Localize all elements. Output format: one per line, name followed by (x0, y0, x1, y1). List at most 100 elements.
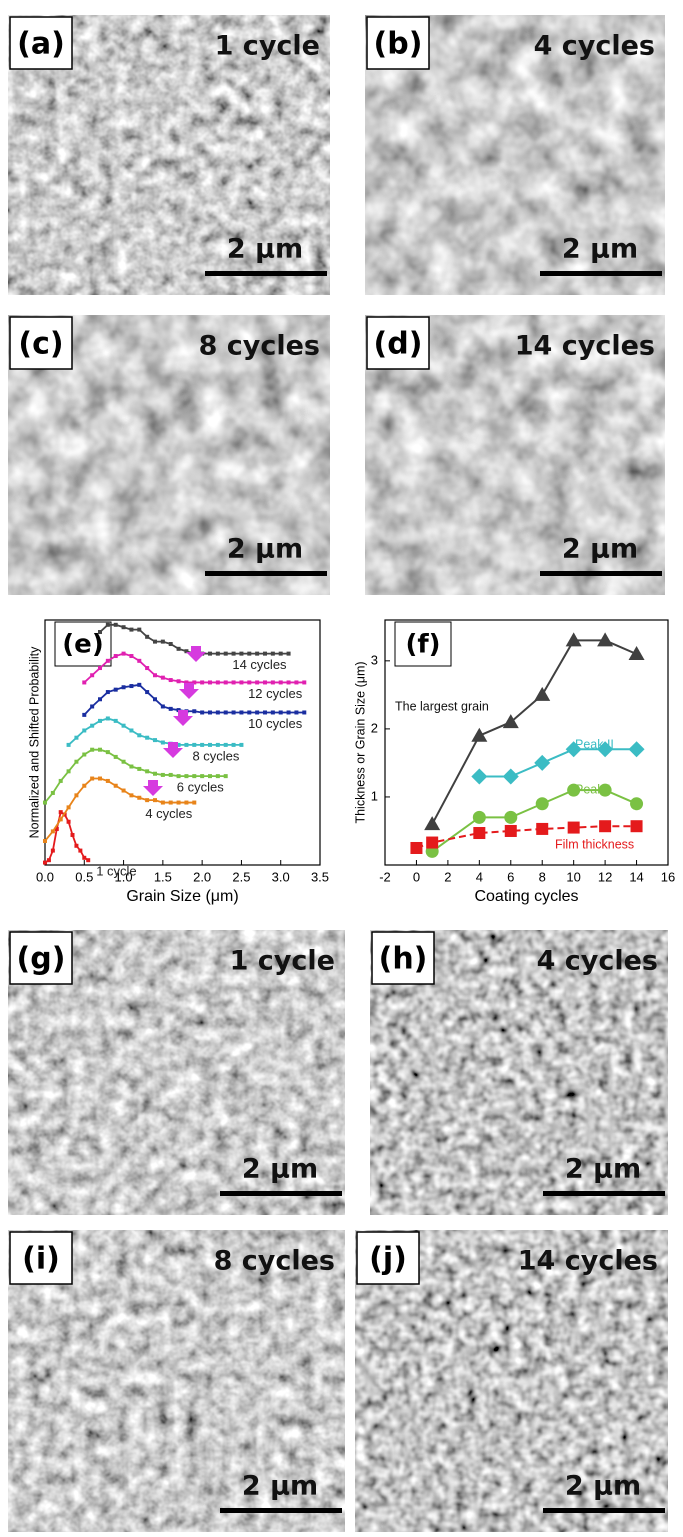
panel-label: (j) (369, 1242, 407, 1277)
panel-caption: 4 cycles (537, 946, 658, 977)
series-line (416, 825, 637, 849)
marker (208, 651, 212, 656)
marker (472, 810, 486, 824)
marker (599, 820, 612, 833)
marker (160, 740, 165, 745)
label-box (9, 931, 73, 985)
panel-label: (d) (374, 327, 423, 362)
marker (426, 836, 439, 849)
marker (129, 654, 134, 659)
marker (534, 686, 551, 701)
marker (113, 754, 118, 759)
series-label: 10 cycles (248, 716, 303, 731)
marker (535, 797, 549, 811)
marker (86, 858, 91, 863)
marker (168, 678, 173, 683)
scale-bar (543, 1191, 665, 1196)
marker (121, 788, 126, 793)
marker (98, 718, 102, 723)
panel-caption: 8 cycles (199, 331, 320, 362)
marker (121, 625, 126, 630)
marker (137, 795, 142, 800)
marker (200, 774, 205, 779)
marker (597, 741, 614, 758)
marker (160, 639, 165, 644)
x-tick-label: 2 (444, 869, 451, 884)
x-tick-label: 3.5 (311, 869, 329, 884)
marker (105, 716, 110, 721)
marker (302, 680, 307, 685)
marker (184, 649, 189, 654)
marker (534, 754, 551, 771)
label-box (9, 16, 73, 70)
marker (597, 632, 614, 647)
marker (121, 651, 126, 656)
marker (98, 776, 102, 781)
marker (278, 680, 283, 685)
marker (504, 810, 518, 824)
marker (105, 658, 110, 663)
series-line (479, 748, 637, 778)
marker (184, 800, 189, 805)
label-box (9, 316, 73, 370)
marker (82, 855, 87, 860)
marker (231, 742, 236, 747)
marker (129, 684, 134, 689)
marker (424, 816, 441, 831)
marker (176, 742, 181, 747)
marker (160, 704, 165, 709)
scale-bar (205, 271, 327, 276)
x-tick-label: 0 (413, 869, 420, 884)
marker (192, 709, 197, 714)
y-tick-label: 1 (371, 788, 378, 803)
marker (145, 634, 150, 639)
marker (82, 712, 87, 717)
marker (536, 822, 549, 835)
marker (82, 752, 87, 757)
marker (105, 778, 110, 783)
marker (270, 710, 275, 715)
marker (247, 651, 252, 656)
plot-frame (384, 619, 669, 866)
y-tick-label: 2 (371, 720, 378, 735)
marker (270, 680, 275, 685)
x-tick-label: 6 (507, 869, 514, 884)
marker (630, 820, 643, 833)
marker (598, 783, 612, 797)
marker (215, 710, 220, 715)
marker (54, 826, 59, 831)
marker (208, 742, 212, 747)
marker (113, 687, 118, 692)
x-tick-label: 3.0 (272, 869, 290, 884)
marker (137, 658, 142, 663)
series-label: 12 cycles (248, 686, 303, 701)
series-label: The largest grain (395, 699, 489, 713)
label-box (9, 1231, 73, 1285)
marker (223, 742, 228, 747)
marker (74, 793, 79, 798)
marker (504, 824, 517, 837)
panel-caption: 14 cycles (518, 1246, 658, 1277)
marker (160, 675, 165, 680)
marker (160, 772, 165, 777)
marker (50, 790, 55, 795)
marker (471, 727, 488, 742)
marker (43, 860, 47, 865)
marker (192, 774, 197, 779)
marker (58, 778, 63, 783)
marker (255, 680, 260, 685)
marker (263, 680, 267, 685)
marker (66, 805, 71, 810)
panel-caption: 1 cycle (230, 946, 335, 977)
marker (145, 769, 150, 774)
marker (74, 759, 79, 764)
panel-caption: 8 cycles (214, 1246, 335, 1277)
series-label: Film thickness (555, 837, 634, 851)
marker (129, 627, 134, 632)
marker (223, 710, 228, 715)
marker (105, 750, 110, 755)
marker (121, 685, 126, 690)
marker (176, 774, 181, 779)
marker (223, 651, 228, 656)
marker (137, 733, 142, 738)
